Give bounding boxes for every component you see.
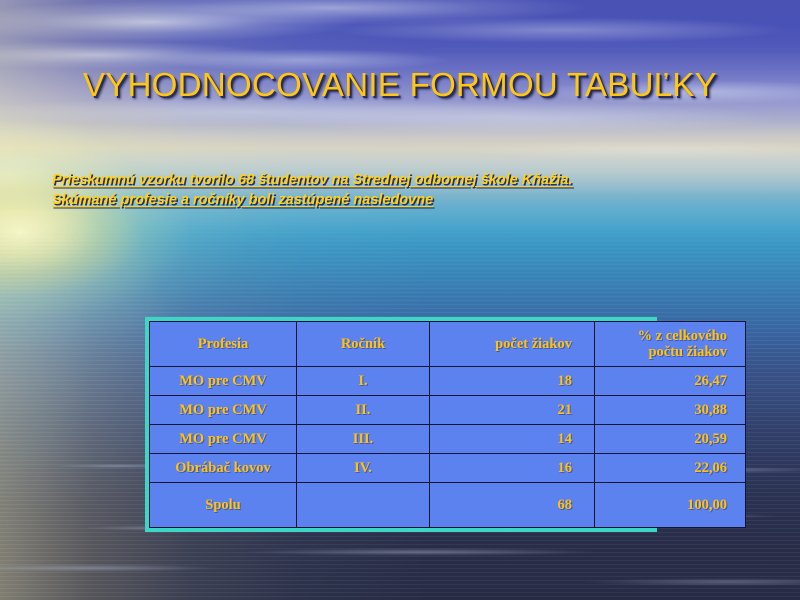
cell-profesia: MO pre CMV — [149, 395, 297, 425]
cell-rocnik: III. — [296, 424, 430, 454]
cell-percent: 26,47 — [594, 366, 746, 396]
cell-rocnik: II. — [296, 395, 430, 425]
cell-profesia: Obrábač kovov — [149, 453, 297, 483]
cell-percent: 30,88 — [594, 395, 746, 425]
table-row: Obrábač kovov IV. 16 22,06 — [149, 453, 746, 483]
column-header-percent: % z celkového počtu žiakov — [594, 321, 746, 367]
column-header-pocet-ziakov: počet žiakov — [429, 321, 595, 367]
table-header-row: Profesia Ročník počet žiakov % z celkové… — [149, 321, 746, 367]
column-header-profesia: Profesia — [149, 321, 297, 367]
cell-total-percent: 100,00 — [594, 482, 746, 528]
cell-pocet: 14 — [429, 424, 595, 454]
cell-rocnik: I. — [296, 366, 430, 396]
results-table: Profesia Ročník počet žiakov % z celkové… — [149, 321, 746, 528]
cell-total-label: Spolu — [149, 482, 297, 528]
column-header-rocnik: Ročník — [296, 321, 430, 367]
subtitle-line-2: Skúmané profesie a ročníky boli zastúpen… — [52, 192, 434, 208]
cell-total-pocet: 68 — [429, 482, 595, 528]
cell-percent: 22,06 — [594, 453, 746, 483]
cell-pocet: 21 — [429, 395, 595, 425]
cell-percent: 20,59 — [594, 424, 746, 454]
slide-subtitle: Prieskumnú vzorku tvorilo 68 študentov n… — [52, 170, 752, 210]
table-row: MO pre CMV II. 21 30,88 — [149, 395, 746, 425]
cell-profesia: MO pre CMV — [149, 424, 297, 454]
cell-rocnik: IV. — [296, 453, 430, 483]
column-header-percent-line1: % z celkového — [637, 328, 727, 344]
cell-total-rocnik — [296, 482, 430, 528]
table-row: MO pre CMV III. 14 20,59 — [149, 424, 746, 454]
table-head: Profesia Ročník počet žiakov % z celkové… — [149, 321, 746, 367]
subtitle-line-1: Prieskumnú vzorku tvorilo 68 študentov n… — [52, 172, 573, 188]
cell-pocet: 18 — [429, 366, 595, 396]
results-table-container: Profesia Ročník počet žiakov % z celkové… — [145, 317, 746, 532]
table-row: MO pre CMV I. 18 26,47 — [149, 366, 746, 396]
slide-title: VYHODNOCOVANIE FORMOU TABUĽKY — [83, 66, 717, 103]
cell-pocet: 16 — [429, 453, 595, 483]
table-body: MO pre CMV I. 18 26,47 MO pre CMV II. 21… — [149, 366, 746, 528]
cell-profesia: MO pre CMV — [149, 366, 297, 396]
table-total-row: Spolu 68 100,00 — [149, 482, 746, 528]
column-header-percent-line2: počtu žiakov — [648, 344, 727, 360]
